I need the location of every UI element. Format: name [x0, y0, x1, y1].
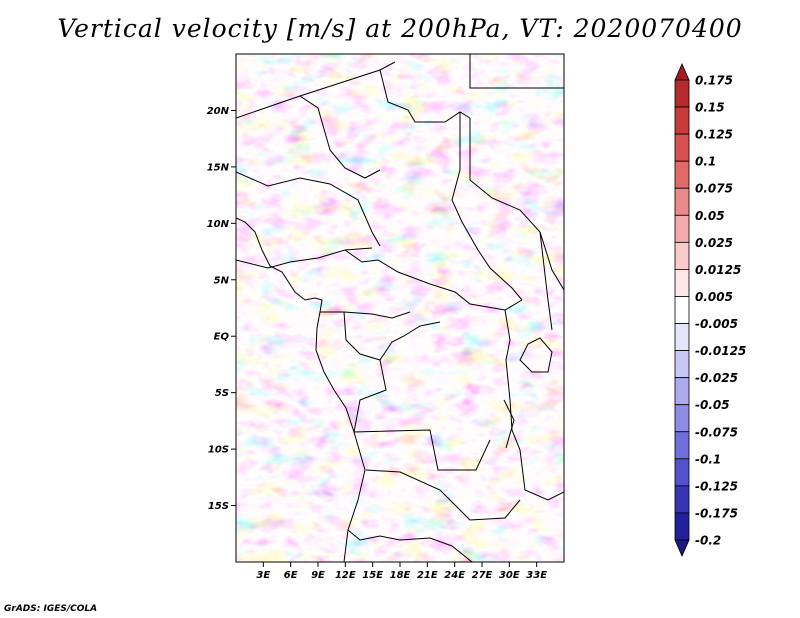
colorbar-swatch: [674, 404, 690, 433]
colorbar-swatch: [674, 133, 690, 162]
colorbar-swatch: [674, 187, 690, 216]
colorbar-swatch: [674, 377, 690, 406]
lon-tick-label: 24E: [444, 570, 465, 581]
lat-tick-label: 10S: [208, 445, 229, 456]
colorbar-swatch: [674, 512, 690, 541]
lat-tick-label: EQ: [214, 332, 230, 343]
colorbar-level-label: 0.1: [695, 155, 716, 169]
colorbar-level-label: -0.125: [695, 479, 738, 493]
latitude-axis: 20N 15N 10N 5N EQ 5S 10S 15S: [207, 106, 236, 512]
colorbar-swatch: [674, 79, 690, 108]
colorbar-level-label: -0.025: [695, 371, 738, 385]
colorbar-level-label: -0.075: [695, 425, 738, 439]
lon-tick-label: 3E: [256, 570, 270, 581]
lat-tick-label: 15S: [208, 501, 229, 512]
longitude-axis: 3E 6E 9E 12E 15E 18E 21E 24E 27E 30E 33E: [256, 562, 547, 581]
colorbar-swatch: [674, 350, 690, 379]
colorbar-level-label: -0.05: [695, 398, 730, 412]
colorbar-level-label: 0.125: [695, 128, 733, 142]
colorbar-level-label: -0.1: [695, 452, 721, 466]
colorbar-level-label: 0.005: [695, 290, 733, 304]
colorbar-swatch: [674, 160, 690, 189]
country-borders: [236, 54, 564, 562]
grads-credit: GrADS: IGES/COLA: [4, 604, 98, 614]
colorbar-level-label: 0.175: [695, 74, 733, 88]
lat-tick-label: 15N: [207, 162, 230, 173]
colorbar-swatch: [674, 431, 690, 460]
colorbar-level-label: 0.025: [695, 236, 733, 250]
plot-title: Vertical velocity [m/s] at 200hPa, VT: 2…: [57, 14, 743, 43]
colorbar-level-label: 0.075: [695, 182, 733, 196]
lon-tick-label: 18E: [390, 570, 411, 581]
colorbar-swatch: [674, 214, 690, 243]
lon-tick-label: 27E: [472, 570, 493, 581]
lon-tick-label: 12E: [335, 570, 356, 581]
colorbar-swatch: [674, 63, 690, 81]
vertical-velocity-field: [236, 54, 564, 562]
lon-tick-label: 21E: [417, 570, 438, 581]
lon-tick-label: 33E: [526, 570, 547, 581]
lat-tick-label: 20N: [207, 106, 230, 117]
colorbar-level-label: 0.0125: [695, 263, 741, 277]
lon-tick-label: 30E: [499, 570, 520, 581]
lon-tick-label: 9E: [311, 570, 325, 581]
lon-tick-label: 6E: [284, 570, 298, 581]
lon-tick-label: 15E: [362, 570, 383, 581]
colorbar: 0.175 0.15 0.125 0.1 0.075 0.05 0.025 0.0125 0.0…: [674, 63, 746, 557]
colorbar-swatch: [674, 539, 690, 557]
lat-tick-label: 5N: [214, 275, 230, 286]
colorbar-level-label: -0.0125: [695, 344, 746, 358]
colorbar-level-label: -0.2: [695, 534, 721, 548]
lat-tick-label: 10N: [207, 219, 230, 230]
colorbar-level-label: 0.05: [695, 209, 725, 223]
lat-tick-label: 5S: [215, 388, 229, 399]
colorbar-swatch: [674, 106, 690, 135]
colorbar-swatch: [674, 269, 690, 297]
colorbar-swatch: [674, 241, 690, 270]
colorbar-swatch: [674, 296, 690, 324]
colorbar-swatch: [674, 485, 690, 514]
colorbar-swatch: [674, 323, 690, 351]
colorbar-level-label: 0.15: [695, 101, 725, 115]
colorbar-level-label: -0.005: [695, 317, 738, 331]
colorbar-swatch: [674, 458, 690, 487]
colorbar-level-label: -0.175: [695, 506, 738, 520]
